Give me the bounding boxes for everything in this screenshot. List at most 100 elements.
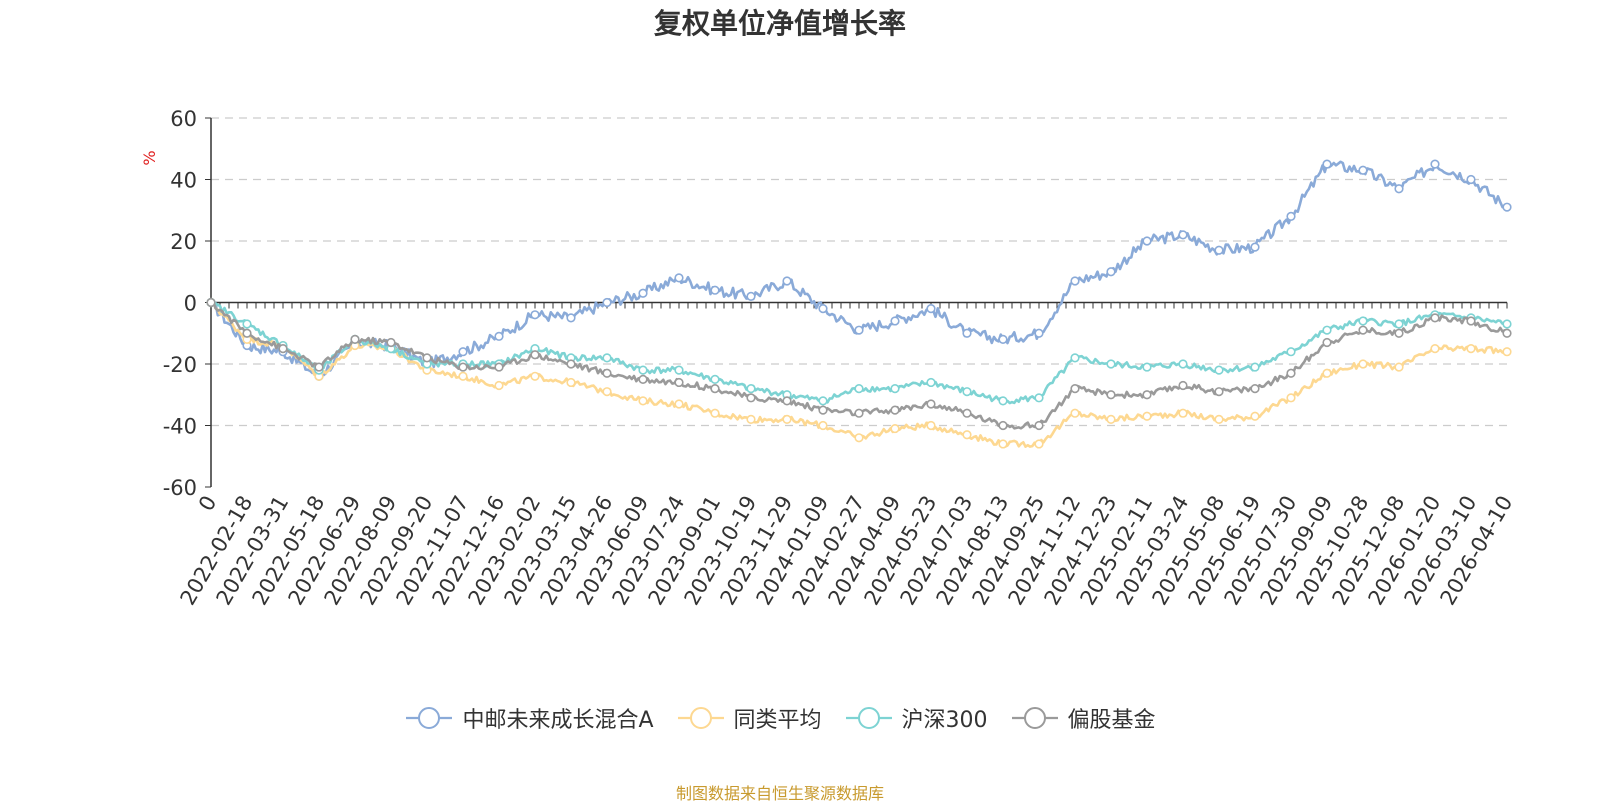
chart-title: 复权单位净值增长率 — [653, 7, 906, 40]
data-point — [1178, 408, 1188, 418]
data-point — [1250, 362, 1260, 372]
data-point — [1502, 328, 1512, 338]
data-point — [1034, 439, 1044, 449]
data-point — [746, 414, 756, 424]
data-point — [782, 396, 792, 406]
data-point — [962, 328, 972, 338]
data-point — [602, 387, 612, 397]
y-tick-label: 20 — [170, 230, 197, 254]
data-point — [998, 420, 1008, 431]
data-point — [1358, 316, 1368, 326]
data-point — [242, 328, 252, 338]
data-point — [674, 365, 684, 375]
data-point — [890, 423, 900, 434]
data-point — [1430, 159, 1440, 169]
data-point — [1214, 387, 1224, 397]
data-point — [998, 334, 1008, 345]
data-point — [1430, 313, 1440, 323]
data-point — [1106, 414, 1116, 424]
data-point — [962, 408, 972, 418]
data-point — [638, 396, 648, 406]
data-point — [890, 316, 900, 326]
data-point — [1322, 368, 1332, 378]
data-point — [926, 399, 936, 409]
y-tick-label: -40 — [163, 415, 197, 439]
data-point — [602, 353, 612, 363]
data-point — [746, 393, 756, 403]
data-point — [674, 273, 684, 283]
data-point — [566, 377, 576, 388]
legend-label: 同类平均 — [733, 708, 822, 733]
data-point — [1286, 347, 1296, 357]
data-point — [782, 414, 792, 424]
circle-line-marker-icon — [1011, 707, 1058, 729]
data-point — [566, 359, 576, 369]
data-point — [854, 384, 864, 394]
legend-label: 偏股基金 — [1067, 708, 1156, 733]
data-point — [314, 362, 324, 372]
data-point — [998, 439, 1008, 449]
circle-line-marker-icon — [677, 707, 724, 729]
data-point — [1034, 393, 1044, 403]
data-point — [1178, 230, 1188, 240]
data-point — [1430, 344, 1440, 354]
data-point — [1466, 174, 1476, 185]
data-point — [1322, 159, 1332, 169]
data-point — [746, 384, 756, 394]
data-point — [1286, 368, 1296, 378]
data-point — [1106, 359, 1116, 369]
data-point — [1286, 211, 1296, 221]
x-tick-label: 0 — [194, 492, 221, 516]
data-point — [710, 285, 720, 295]
data-point — [890, 405, 900, 415]
data-point — [1502, 319, 1512, 329]
data-point — [674, 399, 684, 409]
y-tick-label: -20 — [163, 353, 197, 377]
data-point — [1142, 411, 1152, 421]
data-point — [710, 384, 720, 394]
data-point — [458, 362, 468, 372]
series-line — [210, 160, 1508, 378]
data-point — [1214, 245, 1224, 255]
data-point — [602, 297, 612, 308]
data-point — [1178, 380, 1188, 391]
data-point — [962, 430, 972, 440]
y-tick-label: 0 — [184, 292, 197, 316]
data-point — [1322, 337, 1332, 348]
legend-item[interactable]: 同类平均 — [676, 702, 822, 734]
data-point — [1142, 362, 1152, 372]
data-point — [1106, 390, 1116, 400]
data-point — [1250, 411, 1260, 421]
data-point — [422, 353, 432, 363]
y-tick-label: 60 — [170, 107, 197, 131]
data-point — [1394, 319, 1404, 329]
data-point — [1250, 384, 1260, 394]
data-point — [1106, 267, 1116, 277]
data-point — [494, 362, 504, 372]
legend-label: 沪深300 — [901, 708, 988, 733]
y-tick-label: 40 — [170, 169, 197, 193]
y-axis-label: % — [140, 150, 159, 165]
data-point — [566, 313, 576, 323]
data-point — [1034, 420, 1044, 431]
data-point — [1178, 359, 1188, 369]
legend-item[interactable]: 偏股基金 — [1010, 702, 1156, 734]
data-point — [1286, 393, 1296, 403]
data-point — [818, 405, 828, 415]
data-point — [926, 420, 936, 431]
data-point — [1358, 165, 1368, 175]
data-point — [494, 331, 504, 341]
legend-item[interactable]: 中邮未来成长混合A — [404, 702, 654, 734]
data-point — [818, 420, 828, 431]
chart-legend: 中邮未来成长混合A 同类平均 沪深300 偏股基金 — [0, 702, 1560, 734]
y-tick-label: -60 — [163, 476, 197, 500]
data-point — [1142, 236, 1152, 246]
data-point — [854, 325, 864, 335]
legend-item[interactable]: 沪深300 — [844, 702, 988, 734]
data-point — [1466, 344, 1476, 354]
data-point — [1502, 202, 1512, 212]
data-point — [818, 304, 828, 314]
data-point — [1466, 316, 1476, 326]
circle-line-marker-icon — [845, 707, 892, 729]
data-point — [818, 396, 828, 406]
